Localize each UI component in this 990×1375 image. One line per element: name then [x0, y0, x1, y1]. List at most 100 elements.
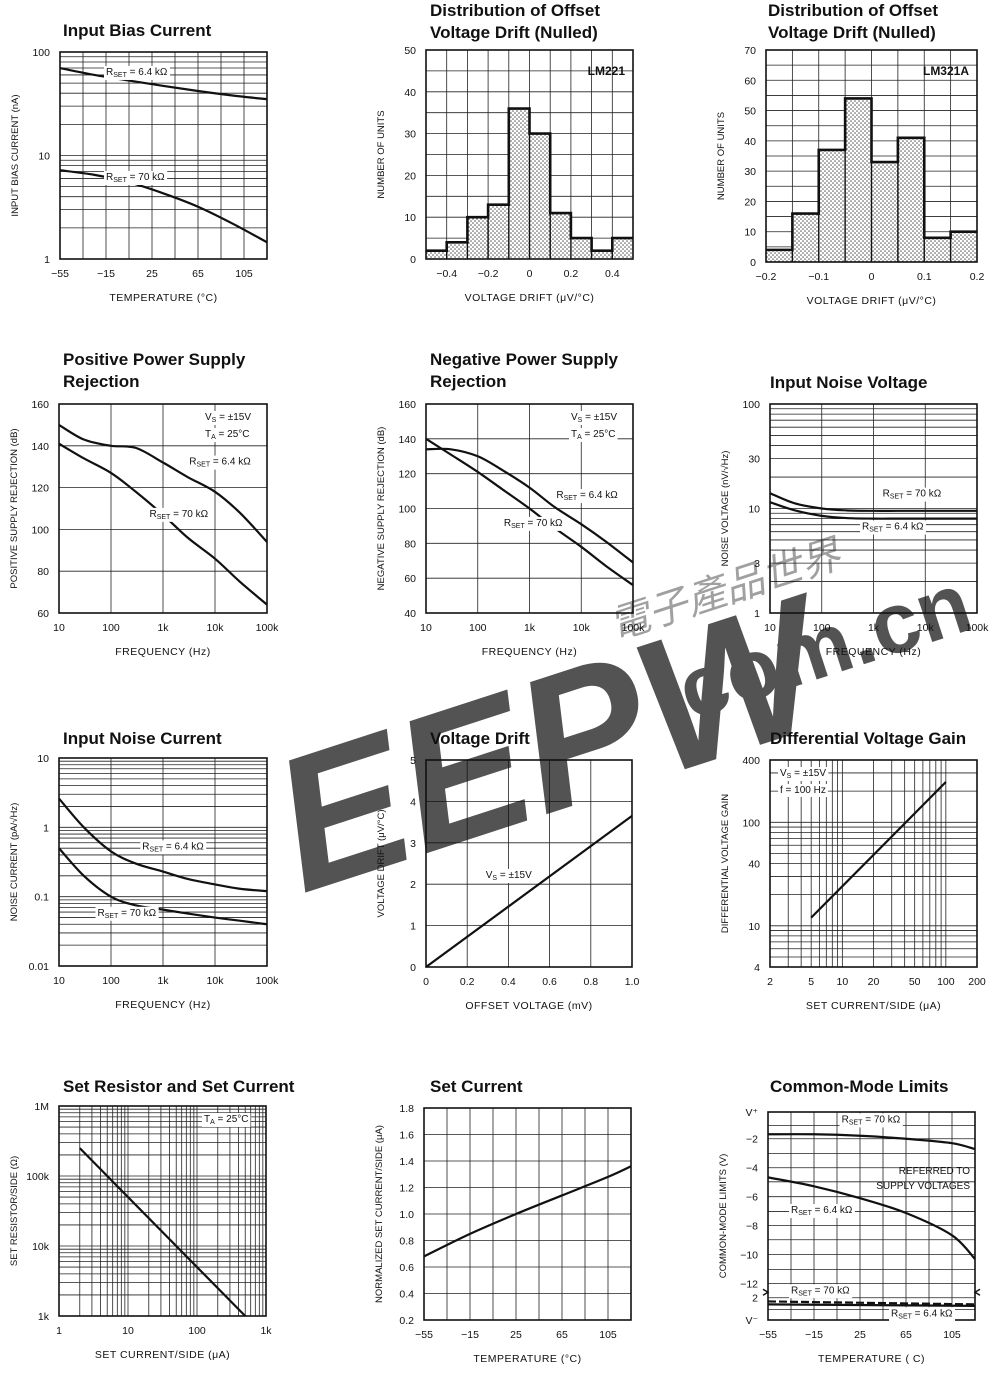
y-tick-label: 1.0 [399, 1209, 414, 1221]
chart-svg: RSET = 6.4 kΩ RSET = 70 kΩ VS = ±15V TA = 2… [9, 399, 279, 658]
series-line-1 [767, 1176, 976, 1260]
y-tick-label: 100 [742, 817, 760, 829]
y-tick-label: 1.4 [399, 1156, 414, 1168]
x-tick-label: 10 [764, 622, 776, 634]
y-tick-label: −2 [746, 1134, 758, 1146]
histogram-bar [570, 238, 592, 259]
histogram-bar [792, 213, 819, 262]
y-tick-label: −4 [746, 1163, 758, 1175]
y-tick-label: 120 [398, 469, 416, 481]
chart-title-line: Set Current [430, 1077, 523, 1096]
chart-title-line: Common-Mode Limits [770, 1077, 949, 1096]
x-tick-label: −55 [759, 1329, 777, 1341]
label-backdrop [104, 170, 168, 185]
x-tick-label: 50 [909, 976, 921, 988]
label-backdrop [147, 507, 211, 522]
histogram-bar [818, 149, 846, 262]
series-line-0 [769, 492, 977, 512]
x-tick-label: 1k [157, 622, 169, 634]
chart-title-line: Voltage Drift (Nulled) [768, 23, 936, 42]
panel-offset-drift-lm221: LM221 −0.4 −0.2 0 0.2 0.4 0 10 20 30 40 50 VOLTAGE D… [366, 1, 649, 309]
chart-title: Common-Mode Limits [770, 1076, 949, 1098]
series-line-2 [767, 1300, 976, 1306]
y-tick-label: −8 [746, 1221, 758, 1233]
x-tick-label: 0.1 [917, 271, 932, 283]
x-tick-label: −15 [461, 1329, 479, 1341]
label-backdrop [140, 840, 207, 855]
panel-set-current: −55 −15 25 65 105 0.2 0.4 0.6 0.8 1.0 1.2 1.4 1.6 1.8… [364, 1077, 647, 1370]
label-backdrop [839, 1113, 903, 1128]
y-tick-label: 1.6 [399, 1130, 414, 1142]
series-line-0 [767, 1133, 976, 1151]
y-tick-label: 100 [32, 47, 50, 59]
chart-title-line: Input Noise Voltage [770, 373, 928, 392]
x-tick-label: −15 [97, 268, 115, 280]
y-tick-label: 80 [37, 566, 49, 578]
x-tick-label: 10k [573, 622, 591, 634]
histogram-bar [924, 237, 951, 262]
curve-label-3: RSET = 6.4 kΩ [891, 1308, 953, 1320]
y-tick-label: 30 [404, 129, 416, 141]
label-backdrop [860, 520, 926, 535]
x-tick-label: 0.6 [542, 976, 557, 988]
y-tick-label: 3 [754, 558, 760, 570]
chart-title: Set Current [430, 1076, 523, 1098]
x-tick-label: −55 [51, 268, 69, 280]
x-tick-label: −0.1 [808, 271, 829, 283]
chart-title-line: Distribution of Offset [768, 1, 938, 20]
chart-title-line: Voltage Drift (Nulled) [430, 23, 598, 42]
y-tick-label: 30 [744, 166, 756, 178]
histogram-outline [426, 107, 633, 252]
condition-label-0: VS = ±15V [780, 768, 826, 780]
y-axis-label: NUMBER OF UNITS [376, 110, 387, 198]
histogram-bar [488, 204, 509, 259]
x-tick-label: −15 [805, 1329, 823, 1341]
label-backdrop [95, 906, 159, 921]
histogram-bar [426, 250, 447, 259]
plot-frame [769, 759, 978, 968]
x-axis-label: FREQUENCY (Hz) [115, 999, 210, 1011]
chart-title-line: Negative Power Supply [430, 350, 618, 369]
y-axis-label: INPUT BIAS CURRENT (nA) [10, 94, 21, 216]
y-tick-label: 80 [404, 538, 416, 550]
series-line-0 [78, 1147, 247, 1317]
chart-title-line: Positive Power Supply [63, 350, 246, 369]
histogram-bar [467, 217, 489, 259]
panel-offset-drift-lm321a: LM321A −0.2 −0.1 0 0.1 0.2 0 10 20 30 40 50 60 70 VOLT… [706, 1, 990, 312]
curve-label-1: RSET = 70 kΩ [106, 172, 165, 184]
condition-backdrop [202, 1113, 251, 1127]
y-tick-label: 60 [404, 573, 416, 585]
histogram-bar [950, 231, 977, 262]
plot-frame [769, 403, 978, 614]
y-axis-label: NOISE VOLTAGE (nV/√Hz) [720, 451, 731, 567]
x-tick-label: 65 [192, 268, 204, 280]
curve-label-0: RSET = 6.4 kΩ [142, 841, 204, 853]
y-axis-label: COMMON-MODE LIMITS (V) [718, 1154, 729, 1279]
plot-frame [425, 49, 634, 260]
x-tick-label: 10 [53, 622, 65, 634]
y-tick-label: 4 [410, 796, 416, 808]
x-tick-label: 100 [937, 976, 955, 988]
y-tick-label: 4 [754, 962, 760, 974]
x-tick-label: 10k [917, 622, 935, 634]
y-tick-label: 10k [32, 1241, 50, 1253]
condition-label-1: TA = 25°C [205, 429, 250, 441]
y-tick-label: 40 [404, 87, 416, 99]
y-tick-label: 160 [31, 399, 49, 411]
x-axis-label: VOLTAGE DRIFT (μV/°C) [807, 295, 937, 307]
y-tick-label: 30 [748, 454, 760, 466]
curve-label-0: RSET = 70 kΩ [883, 489, 942, 501]
y-tick-label: 10 [38, 151, 50, 163]
curve-label-0: VS = ±15V [486, 870, 532, 882]
x-tick-label: 105 [943, 1329, 961, 1341]
y-tick-label: 1.8 [399, 1103, 414, 1115]
x-tick-label: 5 [808, 976, 814, 988]
x-tick-label: 0 [869, 271, 875, 283]
x-tick-label: 100 [188, 1325, 206, 1337]
x-tick-label: 10k [207, 975, 225, 987]
label-backdrop [789, 1284, 853, 1299]
x-tick-label: 2 [767, 976, 773, 988]
x-tick-label: 1k [157, 975, 169, 987]
panel-voltage-drift: VS = ±15V 0 0.2 0.4 0.6 0.8 1.0 0 1 2 3 4 5 OFFSET VO… [366, 729, 648, 1017]
x-tick-label: 0.2 [564, 268, 579, 280]
